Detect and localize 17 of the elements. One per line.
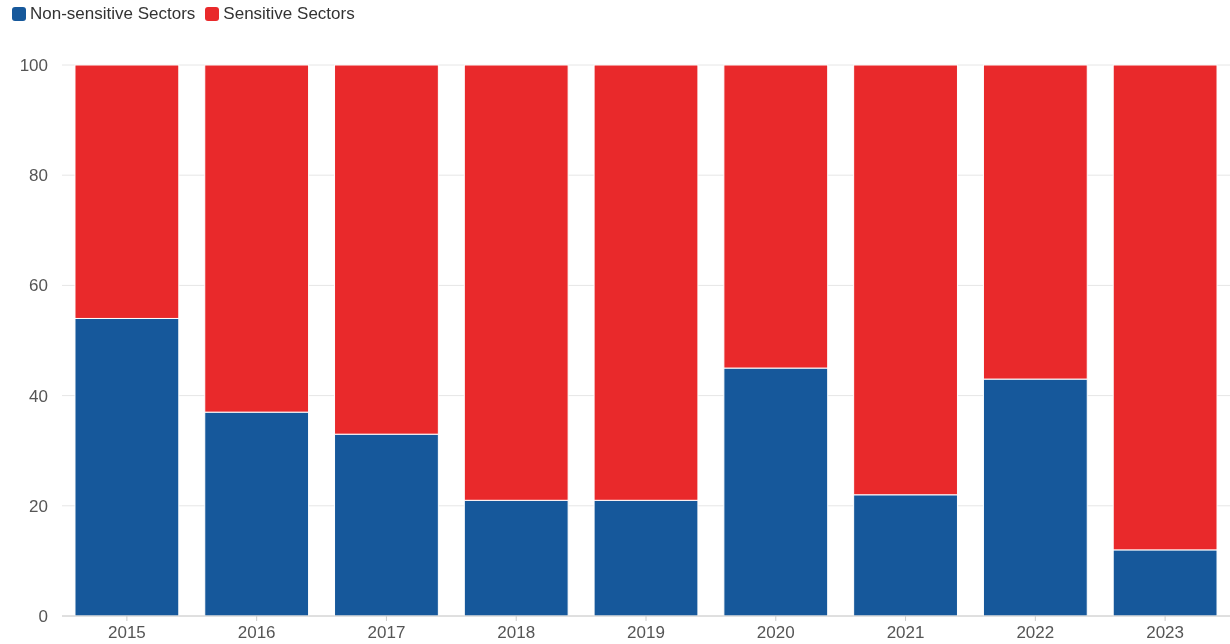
x-tick-label: 2023 <box>1146 623 1185 642</box>
legend-label: Non-sensitive Sectors <box>30 4 196 24</box>
y-tick-label: 0 <box>38 606 48 626</box>
x-tick-label: 2018 <box>497 623 536 642</box>
y-tick-label: 20 <box>29 496 48 516</box>
text: Sensitive Sectors <box>223 4 355 24</box>
y-tick-label: 100 <box>19 55 48 75</box>
y-tick-label: 60 <box>29 276 48 296</box>
x-tick-label: 2016 <box>237 623 276 642</box>
x-tick-label: 2022 <box>1016 623 1055 642</box>
x-tick-label: 2020 <box>756 623 795 642</box>
x-tick-label: 2015 <box>107 623 146 642</box>
x-tick-label: 2017 <box>367 623 406 642</box>
x-tick-label: 2021 <box>886 623 925 642</box>
y-tick-label: 40 <box>29 386 48 406</box>
x-tick-label: 2019 <box>627 623 665 642</box>
y-tick-label: 80 <box>29 166 48 186</box>
